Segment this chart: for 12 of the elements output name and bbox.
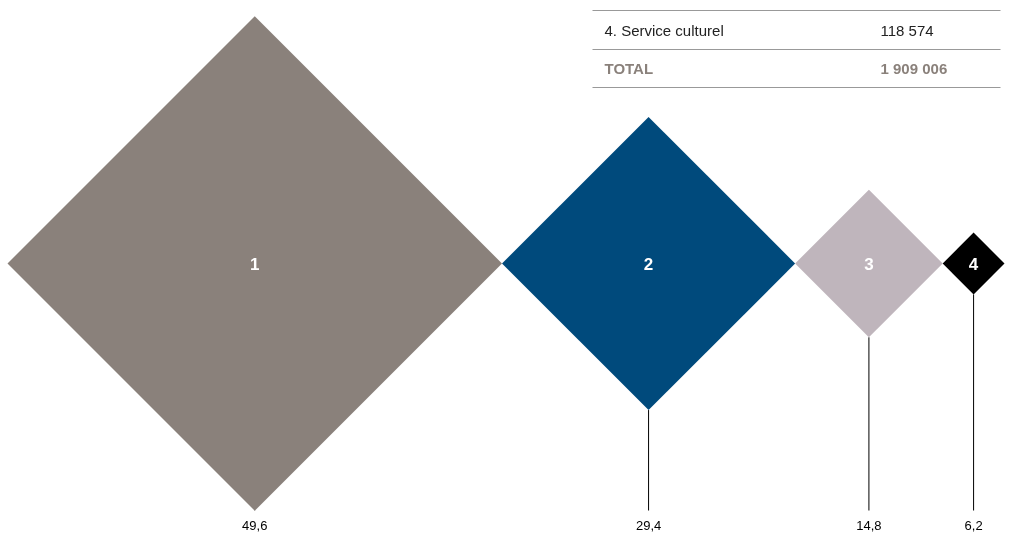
- category-label: 3: [864, 254, 874, 274]
- data-label: 29,4: [635, 517, 662, 533]
- category-label: 2: [643, 254, 654, 274]
- data-label: 14,8: [856, 517, 882, 533]
- category-label: 4: [968, 254, 979, 274]
- category-label: 1: [250, 254, 260, 274]
- text: TOTAL: [604, 60, 654, 77]
- text: 4. Service culturel: [604, 22, 724, 39]
- text: 1 909 006: [880, 60, 948, 77]
- text: 118 574: [880, 22, 934, 39]
- data-label: 6,2: [964, 517, 983, 533]
- data-label: 49,6: [242, 517, 268, 533]
